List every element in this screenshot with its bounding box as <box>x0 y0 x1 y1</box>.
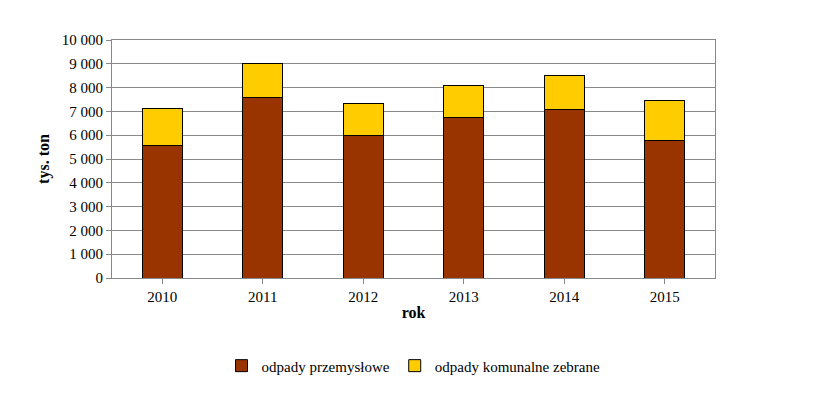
svg-text:1 000: 1 000 <box>69 246 103 262</box>
svg-text:10 000: 10 000 <box>62 32 103 48</box>
svg-text:6 000: 6 000 <box>69 127 103 143</box>
svg-text:2014: 2014 <box>549 289 580 305</box>
svg-text:8 000: 8 000 <box>69 80 103 96</box>
svg-text:2012: 2012 <box>348 289 378 305</box>
svg-text:2015: 2015 <box>650 289 680 305</box>
svg-text:0: 0 <box>96 270 104 286</box>
svg-text:odpady komunalne zebrane: odpady komunalne zebrane <box>435 359 600 375</box>
svg-text:odpady przemysłowe: odpady przemysłowe <box>262 359 390 375</box>
svg-text:2010: 2010 <box>147 289 177 305</box>
svg-text:5 000: 5 000 <box>69 151 103 167</box>
svg-text:2013: 2013 <box>449 289 479 305</box>
svg-text:tys. ton: tys. ton <box>35 134 53 184</box>
svg-text:3 000: 3 000 <box>69 199 103 215</box>
svg-text:9 000: 9 000 <box>69 56 103 72</box>
svg-text:2011: 2011 <box>248 289 277 305</box>
svg-text:rok: rok <box>402 304 426 321</box>
svg-text:2 000: 2 000 <box>69 223 103 239</box>
svg-text:4 000: 4 000 <box>69 175 103 191</box>
svg-text:7 000: 7 000 <box>69 104 103 120</box>
